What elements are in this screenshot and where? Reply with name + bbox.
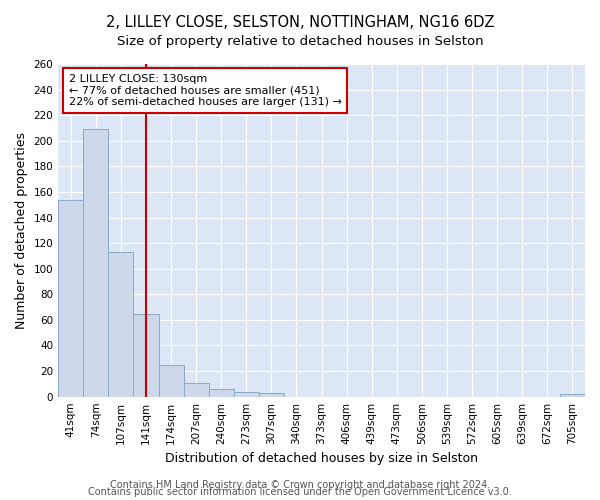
Bar [83,130,109,396]
Bar [560,394,585,396]
Y-axis label: Number of detached properties: Number of detached properties [15,132,28,329]
Text: Contains HM Land Registry data © Crown copyright and database right 2024.: Contains HM Land Registry data © Crown c… [110,480,490,490]
Bar [234,392,259,396]
Bar [109,252,133,396]
X-axis label: Distribution of detached houses by size in Selston: Distribution of detached houses by size … [165,452,478,465]
Bar [259,393,284,396]
Text: Contains public sector information licensed under the Open Government Licence v3: Contains public sector information licen… [88,487,512,497]
Bar [184,382,209,396]
Text: 2 LILLEY CLOSE: 130sqm
← 77% of detached houses are smaller (451)
22% of semi-de: 2 LILLEY CLOSE: 130sqm ← 77% of detached… [69,74,341,107]
Bar [133,314,158,396]
Bar [158,364,184,396]
Text: 2, LILLEY CLOSE, SELSTON, NOTTINGHAM, NG16 6DZ: 2, LILLEY CLOSE, SELSTON, NOTTINGHAM, NG… [106,15,494,30]
Text: Size of property relative to detached houses in Selston: Size of property relative to detached ho… [116,35,484,48]
Bar [58,200,83,396]
Bar [209,389,234,396]
